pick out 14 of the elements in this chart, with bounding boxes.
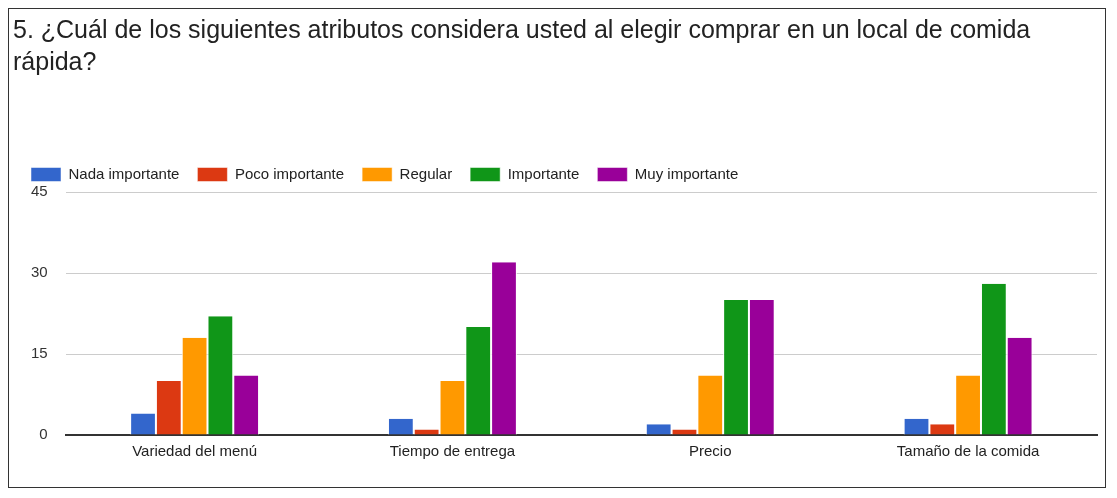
y-tick-label: 15	[31, 344, 48, 362]
y-tick-label: 30	[31, 263, 48, 281]
chart-title: 5. ¿Cuál de los siguientes atributos considera usted al elegir comprar en un local de comida rápida?	[12, 14, 1032, 77]
y-tick-label: 0	[39, 425, 48, 443]
x-tick-label: Variedad del menú	[132, 442, 258, 460]
x-tick-label: Tiempo de entrega	[389, 442, 516, 460]
x-tick-label: Precio	[688, 442, 732, 460]
legend-label: Importante	[507, 164, 580, 182]
legend-label: Regular	[399, 164, 453, 182]
y-tick-label: 45	[31, 182, 48, 200]
legend-label: Muy importante	[634, 164, 739, 182]
legend-label: Poco importante	[234, 164, 345, 182]
x-tick-label: Tamaño de la comida	[896, 442, 1041, 460]
legend-label: Nada importante	[68, 164, 180, 182]
